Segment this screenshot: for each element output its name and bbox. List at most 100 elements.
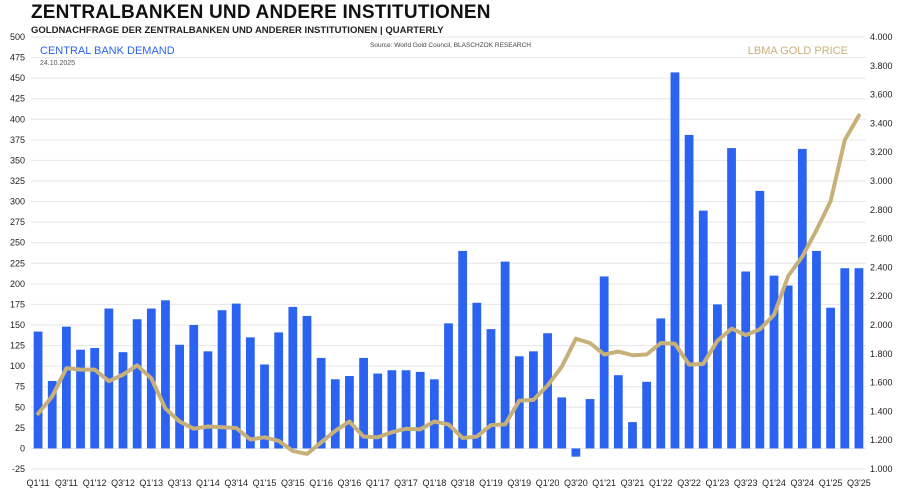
x-tick-label: Q3'21 [621, 478, 645, 488]
right-tick-label: 1.200 [870, 435, 893, 445]
bar-Q2'16 [330, 379, 340, 449]
x-tick-label: Q1'20 [536, 478, 560, 488]
bar-Q4'13 [189, 325, 199, 449]
x-tick-label: Q1'16 [309, 478, 333, 488]
x-tick-label: Q3'22 [677, 478, 701, 488]
x-tick-label: Q1'17 [366, 478, 390, 488]
bar-Q3'13 [175, 344, 184, 449]
right-tick-label: 2.400 [870, 262, 893, 272]
x-tick-label: Q1'23 [706, 478, 730, 488]
left-tick-label: 175 [10, 299, 25, 309]
bar-Q2'21 [613, 375, 623, 449]
bar-Q4'16 [359, 357, 368, 449]
right-tick-label: 2.000 [870, 320, 893, 330]
right-tick-label: 1.000 [870, 464, 893, 474]
bar-Q2'12 [104, 308, 114, 449]
bar-Q2'24 [783, 285, 793, 449]
date-label: 24.10.2025 [40, 60, 76, 67]
bar-Q1'20 [543, 333, 552, 449]
left-tick-label: 50 [15, 402, 25, 412]
bar-Q2'11 [47, 380, 57, 449]
left-tick-label: 200 [10, 279, 25, 289]
x-tick-label: Q3'11 [55, 478, 78, 488]
x-tick-label: Q3'23 [734, 478, 758, 488]
bar-Q1'18 [429, 379, 439, 449]
left-tick-label: 300 [10, 197, 25, 207]
bar-Q3'18 [458, 250, 468, 449]
x-tick-label: Q1'18 [422, 478, 446, 488]
x-tick-label: Q3'16 [338, 478, 362, 488]
x-tick-label: Q3'13 [168, 478, 192, 488]
bar-Q4'15 [302, 315, 312, 449]
bar-Q2'20 [557, 397, 567, 449]
bar-Q3'24 [797, 148, 807, 449]
x-tick-label: Q3'19 [507, 478, 531, 488]
x-tick-label: Q1'22 [649, 478, 673, 488]
left-tick-label: 75 [15, 382, 25, 392]
bar-Q1'15 [260, 364, 269, 449]
bar-Q4'11 [76, 349, 85, 449]
chart-subtitle: GOLDNACHFRAGE DER ZENTRALBANKEN UND ANDE… [31, 25, 444, 36]
x-tick-label: Q1'13 [139, 478, 163, 488]
bar-Q2'13 [161, 300, 170, 449]
x-tick-label: Q3'12 [111, 478, 135, 488]
left-tick-label: 225 [10, 258, 25, 268]
gold-price-series [36, 113, 861, 456]
left-tick-label: 400 [10, 114, 25, 124]
bar-Q3'23 [741, 271, 751, 449]
chart-title: ZENTRALBANKEN UND ANDERE INSTITUTIONEN [31, 2, 491, 23]
right-tick-label: 2.800 [870, 205, 893, 215]
legend-central-bank-demand: CENTRAL BANK DEMAND [40, 45, 175, 57]
left-tick-label: 0 [20, 443, 25, 453]
bar-Q3'12 [118, 352, 128, 449]
bar-Q1'12 [90, 348, 100, 449]
x-tick-label: Q1'14 [196, 478, 220, 488]
x-axis: Q1'11 Q3'11 Q1'12 Q3'12 Q1'13 Q3'13 Q1'14 Q3'14… [27, 478, 871, 488]
left-tick-label: 475 [10, 53, 25, 63]
left-tick-label: 500 [10, 32, 25, 42]
bar-Q3'22 [684, 134, 694, 449]
right-tick-label: 2.200 [870, 291, 893, 301]
left-axis: -25 0 25 50 75 100 125 150 175 200 225 250 275 300 325… [10, 32, 25, 474]
bar-Q3'21 [628, 422, 637, 449]
bar-Q1'23 [713, 304, 722, 449]
bar-Q4'14 [245, 337, 255, 449]
bar-Q3'14 [231, 303, 241, 449]
right-tick-label: 1.800 [870, 349, 893, 359]
bar-Q4'18 [472, 302, 482, 449]
legend-lbma-gold-price: LBMA GOLD PRICE [747, 45, 848, 57]
bar-Q2'18 [444, 323, 453, 449]
left-tick-label: -25 [12, 464, 25, 474]
x-tick-label: Q3'17 [394, 478, 418, 488]
x-tick-label: Q3'14 [224, 478, 248, 488]
x-tick-label: Q1'25 [819, 478, 843, 488]
bar-Q2'19 [500, 261, 510, 449]
bar-Q1'25 [826, 307, 836, 449]
bar-Q3'25 [854, 268, 864, 449]
bar-Q1'22 [656, 318, 666, 449]
bar-Q2'15 [274, 332, 284, 449]
left-tick-label: 450 [10, 73, 25, 83]
bar-Q1'11 [33, 331, 43, 449]
left-tick-label: 150 [10, 320, 25, 330]
bar-Q4'24 [812, 250, 821, 449]
x-tick-label: Q1'12 [83, 478, 107, 488]
right-tick-label: 4.000 [870, 32, 893, 42]
bar-Q2'23 [727, 148, 736, 449]
right-axis: 1.000 1.200 1.400 1.600 1.800 2.000 2.200 2.400… [870, 32, 893, 474]
bar-Q3'20 [571, 448, 581, 457]
bar-Q4'12 [132, 319, 142, 449]
bar-Q3'16 [345, 376, 354, 449]
left-tick-label: 275 [10, 217, 25, 227]
left-tick-label: 250 [10, 238, 25, 248]
bar-Q1'16 [316, 357, 326, 449]
bar-Q1'21 [599, 276, 609, 449]
bar-Q1'17 [373, 373, 383, 449]
bar-Q1'14 [203, 351, 213, 449]
bar-Q4'21 [642, 381, 652, 449]
right-tick-label: 3.600 [870, 90, 893, 100]
gold-price-line [36, 113, 861, 456]
bar-series [33, 72, 864, 457]
bar-Q1'24 [769, 275, 779, 449]
left-tick-label: 25 [15, 423, 25, 433]
